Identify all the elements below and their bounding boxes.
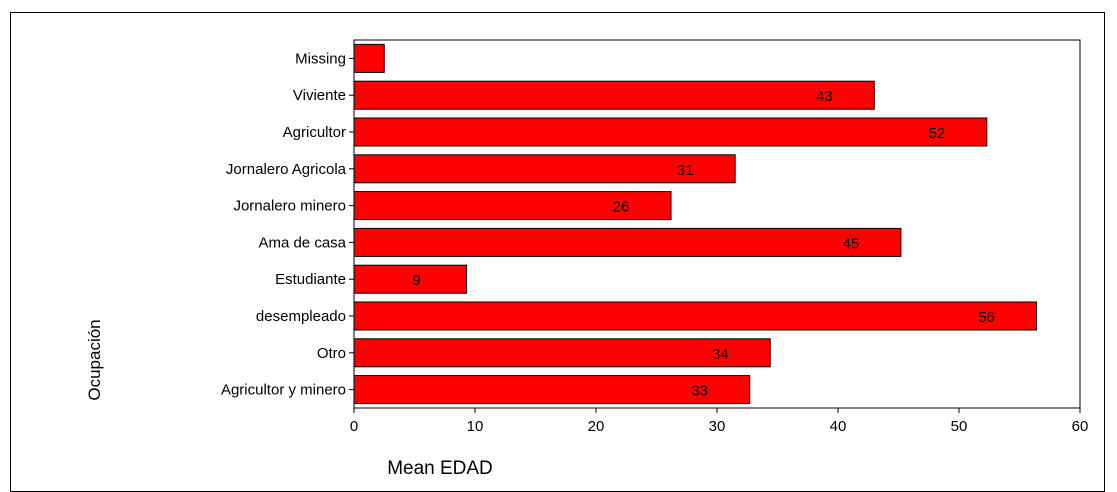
data-label: 31: [677, 162, 694, 179]
x-tick-label: 60: [1072, 418, 1089, 435]
data-label: 9: [412, 272, 420, 289]
x-tick-label: 50: [951, 418, 968, 435]
x-tick-label: 10: [467, 418, 484, 435]
category-label: Ama de casa: [258, 234, 346, 251]
category-label: Jornalero Agricola: [226, 161, 347, 178]
x-axis-title: Mean EDAD: [387, 458, 493, 479]
category-label: Otro: [317, 345, 346, 362]
category-label: Viviente: [293, 87, 346, 104]
category-label: Estudiante: [275, 271, 346, 288]
category-label: Jornalero minero: [233, 198, 346, 215]
category-label: Agricultor: [283, 124, 346, 141]
bar: [353, 227, 902, 257]
data-label: 56: [978, 309, 995, 326]
bar: [353, 191, 672, 221]
data-label: 43: [816, 88, 833, 105]
bar: [353, 301, 1037, 331]
bar: [353, 80, 875, 110]
data-label: 52: [928, 125, 945, 142]
x-tick-label: 40: [830, 418, 847, 435]
data-label: 33: [691, 383, 708, 400]
x-tick-label: 20: [588, 418, 605, 435]
data-label: 45: [843, 235, 860, 252]
bar: [353, 117, 988, 147]
data-label: 26: [613, 199, 630, 216]
x-tick-label: 30: [709, 418, 726, 435]
x-tick-label: 0: [350, 418, 358, 435]
category-label: desempleado: [256, 308, 346, 325]
bar: [353, 375, 751, 405]
y-axis-title: Ocupación: [85, 319, 104, 400]
bar: [353, 264, 468, 294]
bar: [353, 43, 385, 73]
category-label: Missing: [295, 50, 346, 67]
data-label: 34: [712, 346, 729, 363]
category-label: Agricultor y minero: [221, 382, 346, 399]
bar: [353, 338, 771, 368]
bar: [353, 154, 736, 184]
plot-area: [353, 39, 1081, 409]
